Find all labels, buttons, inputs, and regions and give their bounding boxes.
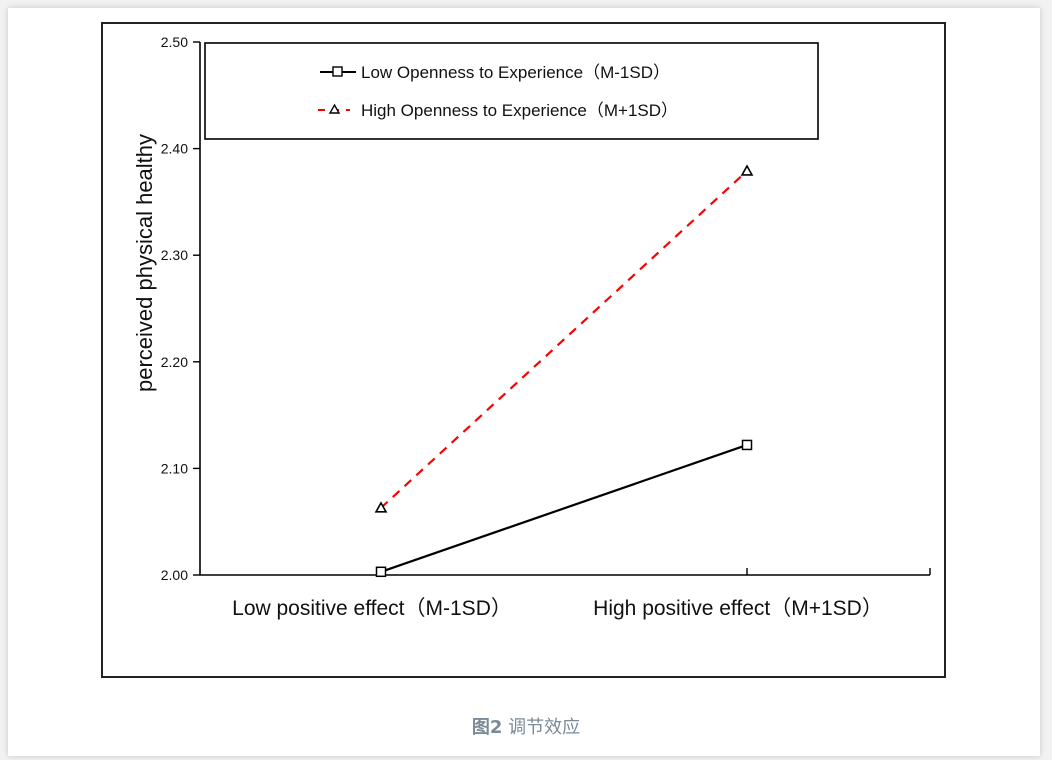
series-line-high-openness — [380, 170, 748, 509]
axes — [199, 42, 931, 576]
legend-marker-triangle — [328, 103, 341, 114]
y-ticks: 2.00 2.10 2.20 2.30 2.40 2.50 — [161, 34, 200, 583]
data-point-high-openness — [374, 501, 388, 513]
data-point-low-openness — [741, 439, 753, 451]
x-ticks: Low positive effect（M-1SD） High positive … — [232, 568, 883, 620]
y-axis-label: perceived physical healthy — [132, 134, 157, 392]
caption-text: 调节效应 — [508, 717, 581, 738]
figure-caption: 图2 调节效应 — [0, 713, 1052, 739]
y-tick-label: 2.40 — [161, 141, 188, 157]
y-tick-label: 2.00 — [161, 567, 188, 583]
y-tick-label: 2.50 — [161, 34, 188, 50]
legend-label-high: High Openness to Experience（M+1SD） — [361, 101, 678, 120]
legend-label-low: Low Openness to Experience（M-1SD） — [361, 63, 670, 82]
legend-box — [204, 42, 819, 140]
legend: Low Openness to Experience（M-1SD） High O… — [204, 42, 819, 140]
y-tick-label: 2.30 — [161, 247, 188, 263]
y-tick-label: 2.20 — [161, 354, 188, 370]
caption-label: 图2 — [471, 717, 503, 738]
x-tick-label: Low positive effect（M-1SD） — [232, 597, 512, 620]
series-line-low-openness — [380, 443, 748, 573]
data-point-low-openness — [375, 566, 387, 578]
figure-frame — [101, 22, 946, 678]
series-group — [374, 164, 754, 578]
y-tick-label: 2.10 — [161, 460, 188, 476]
legend-marker-square — [332, 66, 343, 77]
data-point-high-openness — [740, 164, 754, 176]
x-tick-label: High positive effect（M+1SD） — [593, 597, 883, 620]
